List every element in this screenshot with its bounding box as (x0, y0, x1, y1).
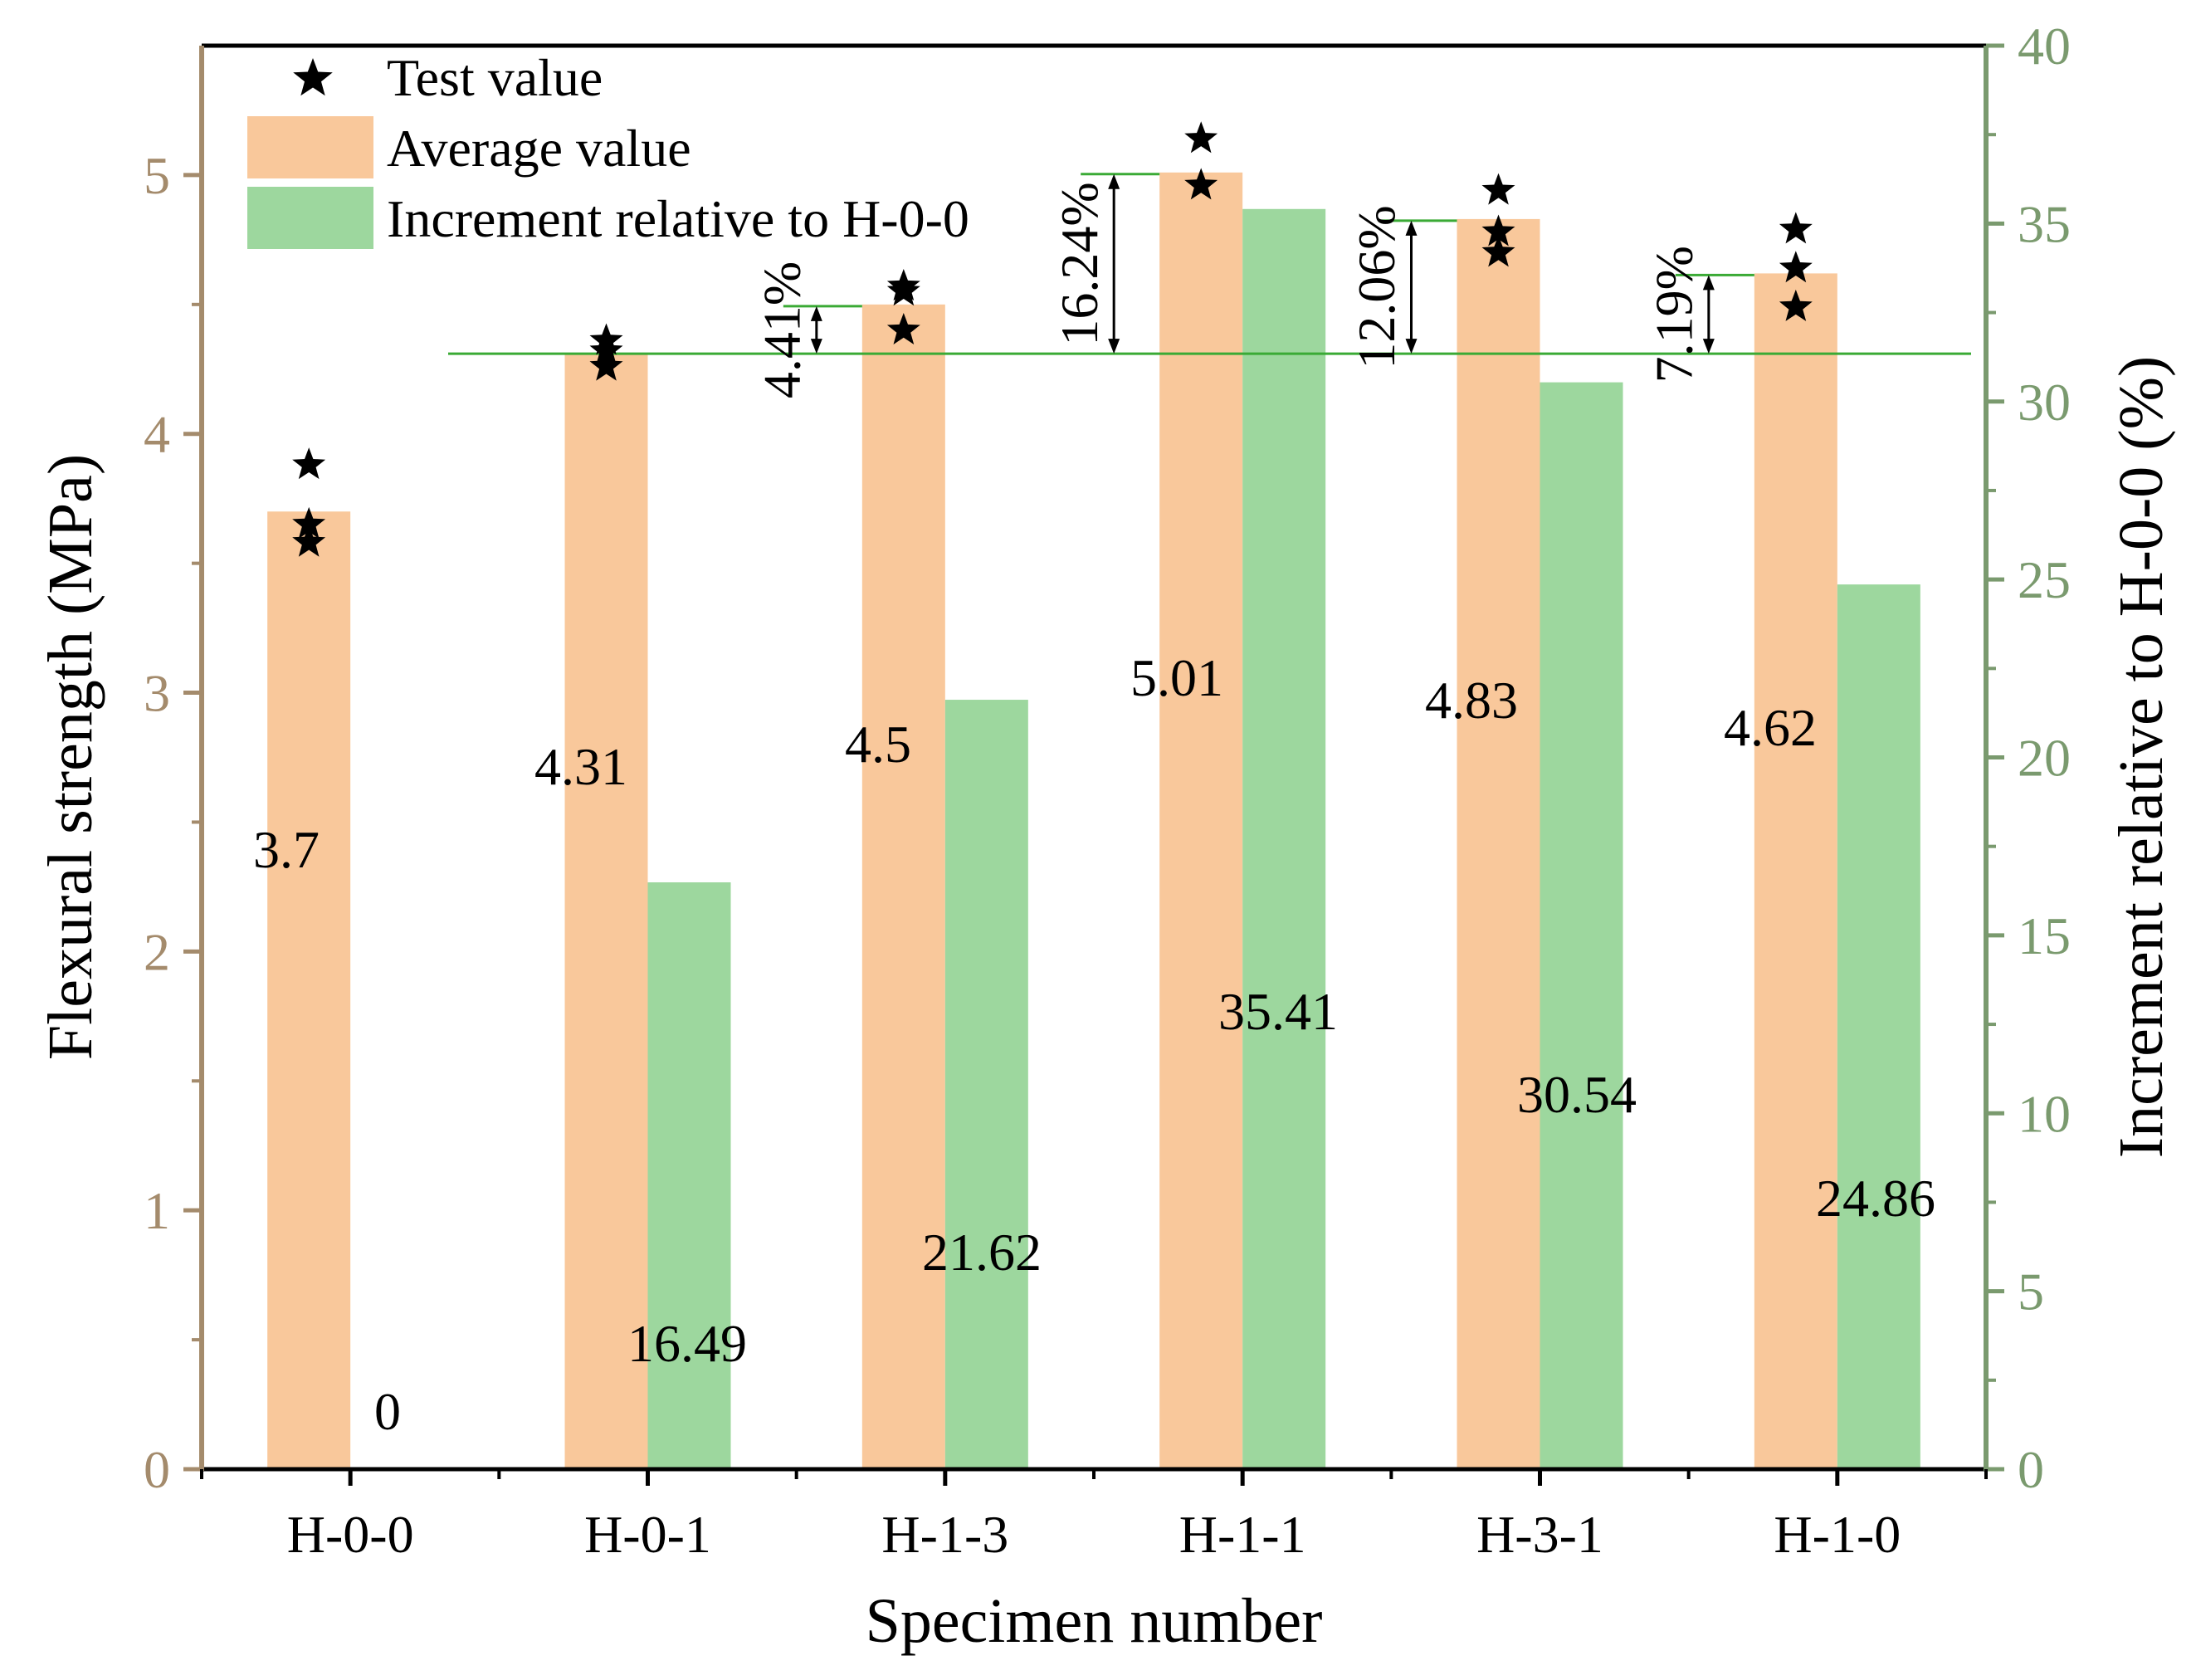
right-tick-label-25: 25 (2018, 550, 2071, 609)
bar-average-H-0-0 (267, 511, 351, 1469)
test-marker-H-3-1-3 (1481, 235, 1515, 267)
test-marker-H-0-0-3 (292, 525, 326, 557)
data-label-increment-H-1-3: 21.62 (922, 1223, 1042, 1282)
right-tick-label-10: 10 (2018, 1084, 2071, 1143)
bars-layer (267, 172, 1920, 1470)
data-label-increment-H-0-0: 0 (374, 1382, 401, 1441)
x-tick-label-H-1-0: H-1-0 (1774, 1505, 1901, 1564)
bar-increment-H-0-1 (647, 882, 731, 1469)
data-label-average-H-1-0: 4.62 (1724, 698, 1817, 757)
left-tick-label-2: 2 (144, 922, 170, 981)
test-marker-H-1-0-2 (1779, 251, 1813, 283)
data-labels-layer: 3.7 0 4.31 16.49 4.5 21.62 5.01 35.41 4.83 30.54 4… (253, 648, 1935, 1441)
x-tick-label-H-0-0: H-0-0 (287, 1505, 414, 1564)
bar-average-H-1-1 (1159, 172, 1243, 1470)
bar-average-H-1-3 (861, 304, 945, 1470)
bar-average-H-0-1 (564, 354, 648, 1470)
bar-average-H-3-1 (1457, 218, 1540, 1469)
legend-label-increment: Increment relative to H-0-0 (387, 189, 969, 248)
test-marker-H-1-3-2 (886, 274, 920, 306)
data-label-average-H-0-1: 4.31 (534, 737, 627, 796)
left-tick-label-1: 1 (144, 1181, 170, 1240)
left-tick-label-3: 3 (144, 664, 170, 723)
right-tick-label-5: 5 (2018, 1262, 2044, 1321)
test-marker-H-3-1-2 (1481, 214, 1515, 247)
test-marker-H-3-1-1 (1481, 173, 1515, 205)
legend-marker-test-value (293, 58, 333, 96)
data-label-average-H-3-1: 4.83 (1425, 671, 1518, 730)
annotation-arrowhead-down-H-3-1 (1405, 339, 1418, 354)
legend-label-test-value: Test value (387, 48, 603, 107)
data-label-increment-H-3-1: 30.54 (1517, 1065, 1637, 1124)
annotation-label-H-1-3: 4.41% (753, 261, 812, 398)
right-tick-label-35: 35 (2018, 194, 2071, 253)
x-tick-label-H-1-1: H-1-1 (1179, 1505, 1306, 1564)
legend-swatch-increment (247, 187, 373, 249)
right-tick-label-15: 15 (2018, 906, 2071, 965)
x-tick-label-H-3-1: H-3-1 (1476, 1505, 1603, 1564)
legend-swatch-average (247, 116, 373, 178)
test-marker-H-1-0-1 (1779, 212, 1813, 244)
test-marker-H-1-3-3 (886, 313, 920, 344)
left-tick-label-5: 5 (144, 146, 170, 205)
annotation-arrowhead-up-H-1-3 (810, 305, 822, 321)
right-tick-label-0: 0 (2018, 1440, 2044, 1499)
data-label-increment-H-0-1: 16.49 (627, 1314, 747, 1373)
right-tick-label-40: 40 (2018, 17, 2071, 76)
right-y-axis-title: Increment relative to H-0-0 (%) (2106, 356, 2176, 1158)
bar-increment-H-1-3 (944, 700, 1028, 1469)
bar-increment-H-3-1 (1540, 382, 1623, 1469)
annotation-label-H-1-1: 16.24% (1050, 182, 1109, 345)
bar-increment-H-1-1 (1242, 208, 1326, 1469)
data-label-average-H-1-3: 4.5 (845, 715, 911, 774)
annotation-arrowhead-up-H-1-0 (1702, 275, 1715, 291)
legend: Test value Average value Increment relativ… (247, 48, 969, 249)
annotation-arrowhead-down-H-1-1 (1108, 339, 1120, 354)
test-marker-H-1-1-2 (1184, 168, 1218, 200)
annotation-arrowhead-up-H-3-1 (1405, 220, 1418, 236)
annotations-layer: 4.41% 16.24% 12.06% 7.19% (448, 173, 1971, 398)
annotation-arrowhead-up-H-1-1 (1108, 173, 1120, 189)
test-marker-H-1-0-3 (1779, 289, 1813, 321)
x-axis-title: Specimen number (866, 1586, 1323, 1656)
test-marker-H-1-1-1 (1184, 121, 1218, 154)
test-marker-H-0-0-2 (292, 506, 326, 539)
data-label-increment-H-1-0: 24.86 (1816, 1169, 1935, 1228)
annotation-label-H-1-0: 7.19% (1645, 246, 1704, 383)
x-tick-label-H-0-1: H-0-1 (584, 1505, 711, 1564)
annotation-arrowhead-down-H-1-3 (810, 339, 822, 354)
x-tick-label-H-1-3: H-1-3 (881, 1505, 1008, 1564)
left-tick-label-0: 0 (144, 1440, 170, 1499)
legend-label-average: Average value (387, 119, 691, 178)
annotation-arrowhead-down-H-1-0 (1702, 339, 1715, 354)
test-marker-H-0-1-3 (589, 349, 623, 381)
data-label-average-H-0-0: 3.7 (253, 820, 320, 879)
right-tick-label-20: 20 (2018, 729, 2071, 788)
axes-layer: 0 1 2 3 4 5 0 5 10 15 20 25 30 35 40 H-0-0 H-0-1 H-1-3 H-1… (36, 17, 2176, 1656)
bar-average-H-1-0 (1754, 273, 1837, 1469)
right-tick-label-30: 30 (2018, 373, 2071, 432)
bar-increment-H-1-0 (1837, 584, 1920, 1470)
test-marker-H-0-0-1 (292, 447, 326, 480)
data-label-increment-H-1-1: 35.41 (1218, 982, 1338, 1041)
left-tick-label-4: 4 (144, 405, 170, 464)
data-label-average-H-1-1: 5.01 (1130, 648, 1223, 707)
annotation-label-H-3-1: 12.06% (1347, 205, 1406, 369)
left-y-axis-title: Flexural strength (MPa) (36, 454, 105, 1060)
test-markers-layer (292, 121, 1813, 557)
